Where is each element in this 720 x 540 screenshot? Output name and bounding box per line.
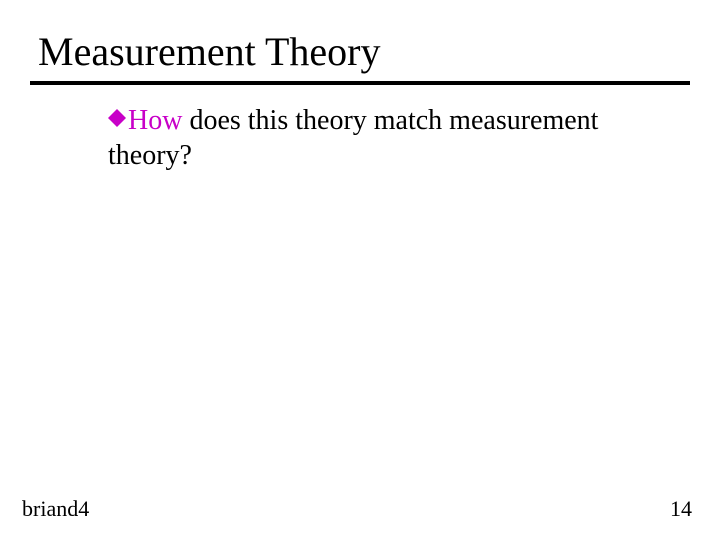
- slide-title: Measurement Theory: [38, 28, 690, 75]
- bullet-lead-text: How: [128, 105, 189, 136]
- slide: Measurement Theory How does this theory …: [0, 0, 720, 540]
- slide-number: 14: [670, 496, 692, 522]
- title-rule: [30, 81, 690, 85]
- diamond-bullet-icon: [108, 101, 126, 136]
- diamond-shape: [108, 109, 126, 127]
- slide-body: How does this theory match measurement t…: [30, 103, 690, 173]
- bullet-item: How does this theory match measurement t…: [108, 103, 670, 173]
- footer-left: briand4: [22, 496, 89, 522]
